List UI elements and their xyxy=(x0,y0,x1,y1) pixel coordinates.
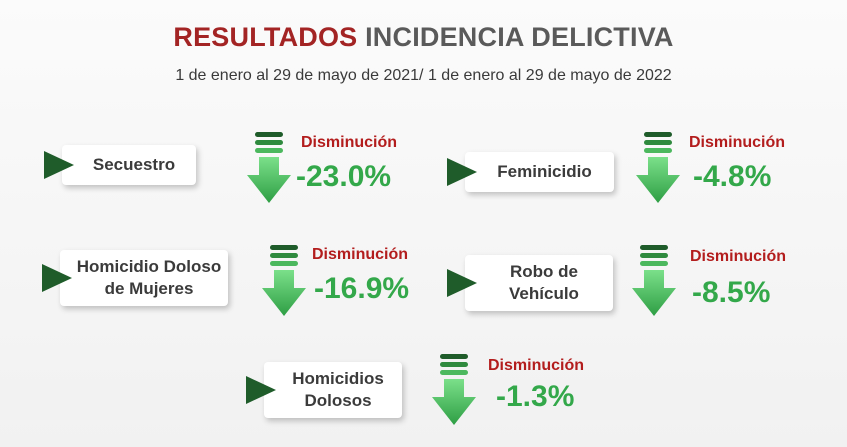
crime-card-robo-vehiculo: Robo de Vehículo xyxy=(447,255,613,311)
title-topic: INCIDENCIA DELICTIVA xyxy=(365,22,674,52)
status-label: Disminución xyxy=(301,134,398,151)
status-label: Disminución xyxy=(689,134,786,151)
change-value: -16.9% xyxy=(314,272,410,305)
crime-name-line1: Homicidios xyxy=(292,369,384,388)
decrease-arrow-icon xyxy=(244,130,294,206)
crime-name: Feminicidio xyxy=(497,162,592,181)
crime-name: Homicidio Doloso de Mujeres xyxy=(67,256,222,300)
crime-name: Robo de Vehículo xyxy=(499,261,579,305)
title-results: RESULTADOS xyxy=(173,22,358,52)
status-label: Disminución xyxy=(312,246,409,263)
pointer-arrow-icon xyxy=(447,158,477,186)
crime-card-feminicidio: Feminicidio xyxy=(447,152,614,192)
change-value: -1.3% xyxy=(496,380,575,413)
page-title: RESULTADOS INCIDENCIA DELICTIVA xyxy=(0,22,847,53)
crime-name: Homicidios Dolosos xyxy=(282,368,384,412)
pointer-arrow-icon xyxy=(42,264,72,292)
date-range-subtitle: 1 de enero al 29 de mayo de 2021/ 1 de e… xyxy=(175,67,672,84)
crime-name-line2: Vehículo xyxy=(509,284,579,303)
decrease-arrow-icon xyxy=(259,243,309,319)
pointer-arrow-icon xyxy=(44,151,74,179)
change-value: -23.0% xyxy=(296,160,392,193)
status-label: Disminución xyxy=(488,357,585,374)
decrease-arrow-icon xyxy=(429,352,479,428)
decrease-arrow-icon xyxy=(633,130,683,206)
crime-name-line2: Dolosos xyxy=(304,391,372,410)
crime-name-line1: Homicidio Doloso xyxy=(76,257,222,276)
crime-card-secuestro: Secuestro xyxy=(44,145,196,185)
pointer-arrow-icon xyxy=(447,269,477,297)
pointer-arrow-icon xyxy=(246,376,276,404)
status-label: Disminución xyxy=(690,248,787,265)
change-value: -8.5% xyxy=(692,276,771,309)
change-value: -4.8% xyxy=(693,160,772,193)
crime-name: Secuestro xyxy=(92,155,176,174)
crime-name-line1: Robo de xyxy=(509,262,578,281)
decrease-arrow-icon xyxy=(629,243,679,319)
crime-card-homicidio-doloso-mujeres: Homicidio Doloso de Mujeres xyxy=(42,250,228,306)
crime-name-line2: de Mujeres xyxy=(104,279,194,298)
crime-card-homicidios-dolosos: Homicidios Dolosos xyxy=(246,362,402,418)
